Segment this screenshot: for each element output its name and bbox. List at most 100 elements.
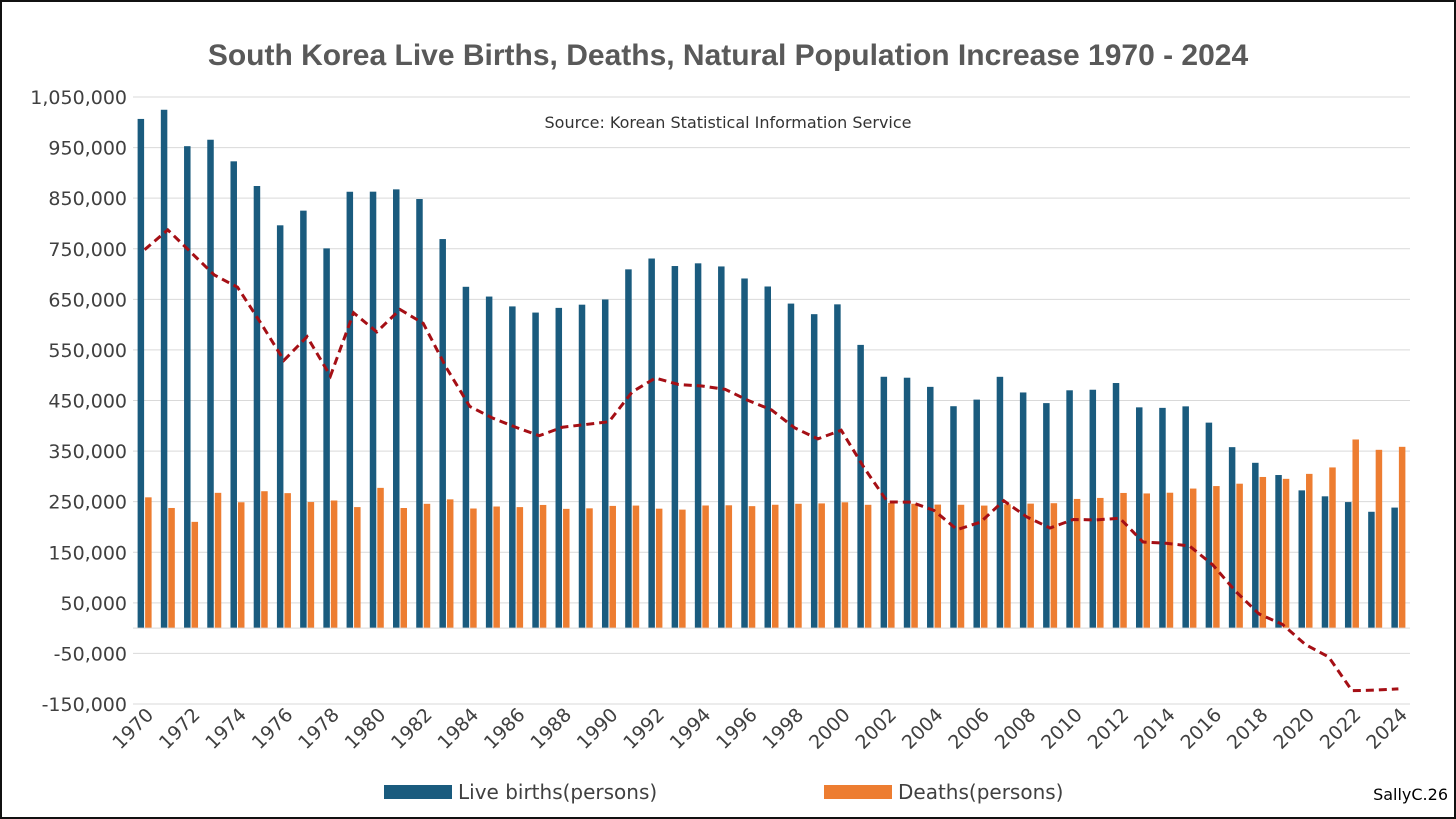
bar-deaths bbox=[563, 508, 570, 629]
x-tick-label: 2004 bbox=[898, 704, 948, 754]
x-tick-label: 2020 bbox=[1269, 704, 1319, 754]
bar-live-births bbox=[1368, 511, 1375, 629]
bar-deaths bbox=[655, 508, 663, 629]
bar-deaths bbox=[354, 507, 361, 629]
bar-deaths bbox=[957, 504, 965, 629]
bar-live-births bbox=[764, 286, 771, 629]
bar-deaths bbox=[1004, 504, 1011, 629]
chart-subtitle: Source: Korean Statistical Information S… bbox=[544, 113, 912, 132]
bar-deaths bbox=[1259, 476, 1267, 629]
x-tick-label: 1996 bbox=[712, 704, 762, 754]
bar-live-births bbox=[416, 199, 423, 629]
bar-deaths bbox=[377, 487, 384, 629]
bar-live-births bbox=[1159, 407, 1166, 629]
bar-live-births bbox=[718, 266, 725, 629]
bar-deaths bbox=[1213, 486, 1220, 629]
bar-deaths bbox=[841, 502, 849, 629]
x-tick-label: 1998 bbox=[759, 704, 809, 754]
bar-live-births bbox=[323, 248, 330, 629]
bar-live-births bbox=[532, 312, 539, 629]
bar-deaths bbox=[470, 508, 477, 629]
y-tick-label: 550,000 bbox=[48, 340, 127, 362]
y-tick-label: -50,000 bbox=[54, 643, 127, 665]
bar-live-births bbox=[439, 239, 446, 629]
bar-deaths bbox=[1166, 492, 1174, 629]
x-tick-label: 1994 bbox=[666, 704, 716, 754]
bar-deaths bbox=[1398, 446, 1406, 629]
bar-live-births bbox=[160, 109, 168, 629]
bar-live-births bbox=[810, 314, 818, 629]
bar-live-births bbox=[1252, 462, 1259, 629]
bar-live-births bbox=[137, 118, 145, 629]
bar-live-births bbox=[996, 376, 1004, 629]
bar-deaths bbox=[725, 505, 733, 629]
legend-swatch-live-births bbox=[384, 785, 452, 799]
x-tick-label: 1972 bbox=[155, 704, 205, 754]
bars bbox=[137, 109, 1406, 629]
x-tick-label: 1974 bbox=[201, 704, 251, 754]
bar-live-births bbox=[1298, 490, 1306, 629]
bar-deaths bbox=[748, 506, 756, 629]
y-tick-label: 50,000 bbox=[61, 593, 127, 615]
bar-deaths bbox=[261, 491, 268, 629]
bar-deaths bbox=[1189, 488, 1197, 629]
bar-live-births bbox=[346, 191, 354, 629]
bar-deaths bbox=[888, 502, 895, 629]
bar-live-births bbox=[184, 146, 191, 629]
x-tick-label: 2024 bbox=[1362, 704, 1412, 754]
bar-deaths bbox=[795, 503, 802, 629]
bar-deaths bbox=[1236, 483, 1243, 629]
bar-deaths bbox=[1073, 498, 1081, 629]
bar-deaths bbox=[423, 503, 431, 629]
y-tick-label: 750,000 bbox=[48, 239, 127, 261]
watermark: SallyC.26 bbox=[1373, 785, 1448, 804]
bar-deaths bbox=[1306, 473, 1313, 629]
bar-live-births bbox=[1089, 389, 1097, 629]
bar-live-births bbox=[1321, 496, 1329, 629]
bar-deaths bbox=[911, 503, 918, 629]
legend-item-deaths: Deaths(persons) bbox=[824, 780, 1063, 804]
x-tick-label: 2012 bbox=[1084, 704, 1134, 754]
bar-deaths bbox=[1027, 503, 1034, 629]
bar-deaths bbox=[214, 492, 222, 629]
bar-live-births bbox=[1182, 406, 1189, 629]
gridlines bbox=[133, 96, 1410, 705]
bar-live-births bbox=[1344, 502, 1352, 629]
x-tick-label: 1984 bbox=[433, 704, 483, 754]
bar-live-births bbox=[857, 344, 864, 629]
bar-deaths bbox=[168, 507, 175, 629]
y-tick-label: 1,050,000 bbox=[30, 87, 127, 109]
x-tick-label: 2014 bbox=[1130, 704, 1180, 754]
bar-live-births bbox=[509, 306, 516, 629]
bar-deaths bbox=[586, 508, 593, 629]
chart-title: South Korea Live Births, Deaths, Natural… bbox=[207, 39, 1249, 72]
bar-live-births bbox=[578, 304, 586, 629]
bar-live-births bbox=[276, 225, 284, 629]
bar-live-births bbox=[601, 299, 609, 629]
bar-live-births bbox=[1135, 407, 1143, 629]
bar-live-births bbox=[1112, 383, 1120, 629]
bar-live-births bbox=[300, 210, 307, 629]
bar-deaths bbox=[818, 503, 825, 629]
bar-live-births bbox=[555, 307, 563, 629]
bar-deaths bbox=[1143, 493, 1150, 629]
x-tick-label: 1976 bbox=[248, 704, 298, 754]
y-tick-label: 150,000 bbox=[48, 542, 127, 564]
x-tick-label: 2002 bbox=[851, 704, 901, 754]
bar-live-births bbox=[694, 263, 702, 629]
bar-deaths bbox=[516, 507, 524, 629]
bar-deaths bbox=[237, 502, 245, 629]
legend-label-live-births: Live births(persons) bbox=[458, 780, 658, 804]
bar-deaths bbox=[330, 500, 338, 629]
bar-live-births bbox=[462, 286, 470, 629]
x-tick-label: 2008 bbox=[991, 704, 1041, 754]
y-tick-label: -150,000 bbox=[42, 694, 127, 716]
bar-live-births bbox=[625, 269, 632, 629]
bar-live-births bbox=[648, 258, 655, 629]
bar-deaths bbox=[632, 505, 640, 629]
bar-deaths bbox=[772, 504, 779, 629]
y-axis-ticks: -150,000 -50,000 50,000 150,000 250,000 350,0… bbox=[30, 87, 127, 716]
bar-live-births bbox=[787, 303, 795, 629]
natural-increase-line-group bbox=[143, 227, 1399, 693]
